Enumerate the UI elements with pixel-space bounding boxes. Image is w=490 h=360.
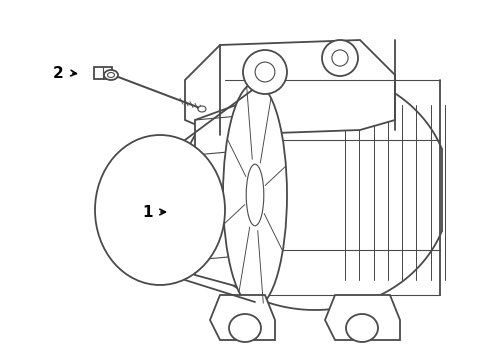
Polygon shape (94, 67, 112, 79)
Ellipse shape (255, 62, 275, 82)
Polygon shape (210, 295, 275, 340)
Polygon shape (325, 295, 400, 340)
Ellipse shape (243, 50, 287, 94)
Ellipse shape (153, 140, 167, 280)
Ellipse shape (332, 50, 348, 66)
Ellipse shape (346, 314, 378, 342)
Polygon shape (185, 40, 395, 135)
Ellipse shape (198, 106, 206, 112)
Ellipse shape (246, 164, 264, 226)
Polygon shape (195, 100, 250, 290)
Text: 1: 1 (143, 204, 153, 220)
Ellipse shape (104, 70, 118, 80)
Text: 2: 2 (52, 66, 63, 81)
Ellipse shape (322, 40, 358, 76)
Ellipse shape (223, 83, 287, 307)
Ellipse shape (95, 135, 225, 285)
Ellipse shape (229, 314, 261, 342)
